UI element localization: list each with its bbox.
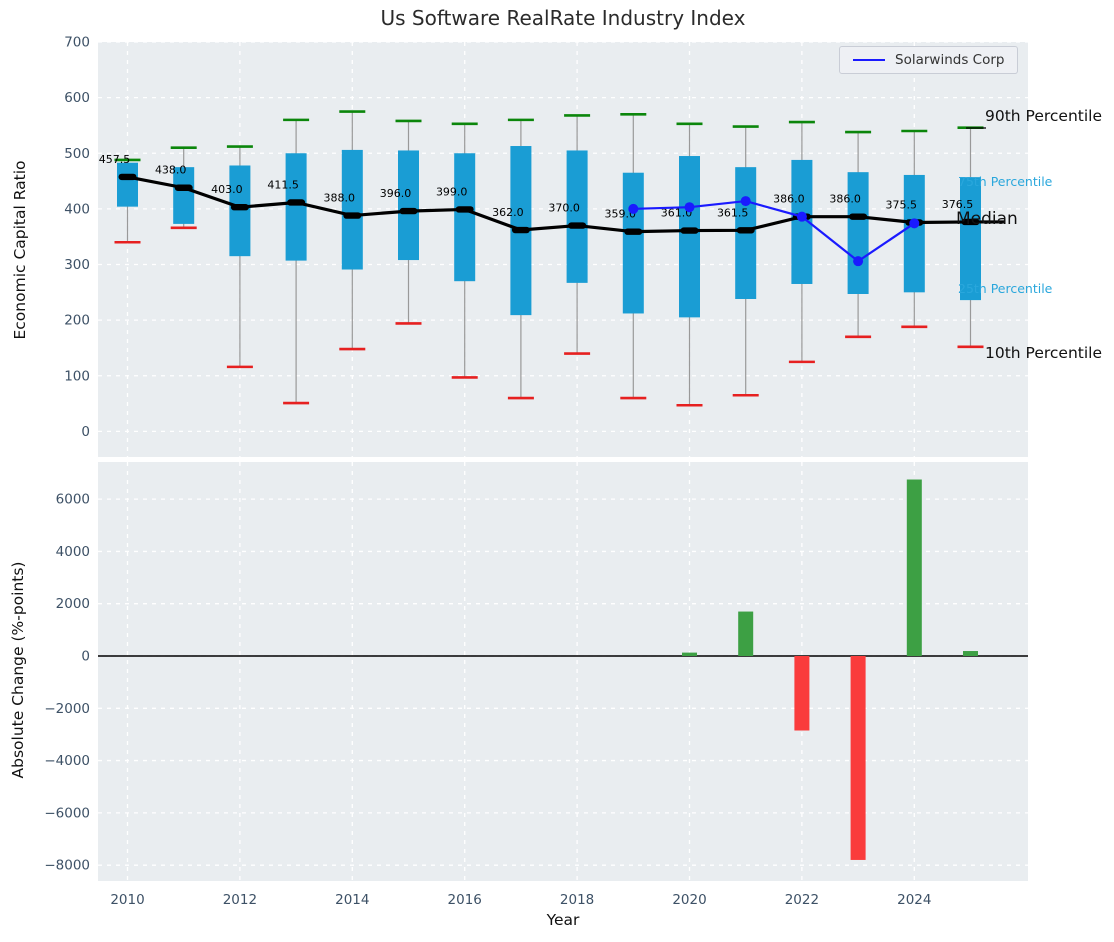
top-plot-area xyxy=(98,42,1028,457)
median-value-label-2014: 388.0 xyxy=(324,192,356,205)
change-bar-2025 xyxy=(963,651,978,656)
bottom-y-tick-1: 4000 xyxy=(56,544,90,560)
top-y-tick-700: 700 xyxy=(64,34,90,50)
median-value-label-2016: 399.0 xyxy=(436,185,468,198)
median-value-label-2018: 370.0 xyxy=(548,202,580,215)
solarwinds-line-swatch xyxy=(853,59,885,61)
x-tick-2024: 2024 xyxy=(897,892,931,908)
top-y-axis-label: Economic Capital Ratio xyxy=(11,160,29,340)
change-bar-2020 xyxy=(682,652,697,656)
solarwinds-marker-2021 xyxy=(740,196,751,207)
median-marker-2016 xyxy=(455,206,474,213)
solarwinds-marker-2020 xyxy=(684,202,695,213)
median-value-label-2020: 361.0 xyxy=(661,207,693,220)
bottom-plot-area xyxy=(98,462,1028,881)
median-value-label-2012: 403.0 xyxy=(211,183,243,196)
top-y-tick-500: 500 xyxy=(64,146,90,162)
iqr-box-2022 xyxy=(791,159,813,284)
change-bar-2021 xyxy=(738,611,754,656)
iqr-box-2013 xyxy=(285,153,307,261)
bottom-y-tick-6: −6000 xyxy=(44,805,90,821)
top-y-tick-100: 100 xyxy=(64,368,90,384)
median-value-label-2019: 359.0 xyxy=(605,208,637,221)
iqr-box-2010 xyxy=(117,162,138,207)
median-value-label-2011: 438.0 xyxy=(155,164,187,177)
median-value-label-2024: 375.5 xyxy=(886,199,918,212)
annotation-10th-percentile: 10th Percentile xyxy=(985,344,1103,362)
median-marker-2023 xyxy=(849,213,868,220)
iqr-box-2014 xyxy=(341,149,363,270)
change-bar-2023 xyxy=(850,656,866,860)
median-marker-2013 xyxy=(287,199,306,206)
solarwinds-marker-2023 xyxy=(853,256,864,267)
legend-label: Solarwinds Corp xyxy=(895,52,1005,68)
median-line xyxy=(127,175,971,234)
median-value-label-2025: 376.5 xyxy=(942,198,974,211)
bottom-y-tick-4: −2000 xyxy=(44,701,90,717)
median-value-label-2015: 396.0 xyxy=(380,187,412,200)
solarwinds-line xyxy=(633,199,915,263)
median-value-label-2010: 457.5 xyxy=(99,153,131,166)
median-value-label-2021: 361.5 xyxy=(717,206,749,219)
bottom-y-tick-7: −8000 xyxy=(44,858,90,874)
top-y-tick-200: 200 xyxy=(64,313,90,329)
median-marker-2012 xyxy=(230,204,249,211)
top-y-tick-600: 600 xyxy=(64,90,90,106)
iqr-box-2016 xyxy=(454,153,476,282)
top-y-tick-300: 300 xyxy=(64,257,90,273)
iqr-box-2012 xyxy=(229,165,251,257)
bottom-y-tick-2: 2000 xyxy=(56,596,90,612)
x-axis-label: Year xyxy=(546,911,580,929)
annotation-25th-percentile: 25th Percentile xyxy=(958,281,1053,296)
median-marker-2020 xyxy=(680,227,699,234)
iqr-box-2025 xyxy=(960,177,981,301)
annotation-90th-percentile: 90th Percentile xyxy=(985,107,1103,125)
median-marker-2010 xyxy=(118,173,137,181)
bottom-y-tick-5: −4000 xyxy=(44,753,90,769)
iqr-box-2011 xyxy=(173,167,195,224)
median-value-label-2017: 362.0 xyxy=(492,206,524,219)
iqr-box-2019 xyxy=(622,172,644,314)
median-marker-2011 xyxy=(174,184,193,191)
x-tick-2016: 2016 xyxy=(448,892,482,908)
solarwinds-marker-2019 xyxy=(628,203,639,214)
annotation-median: Median xyxy=(956,209,1018,229)
chart-title: Us Software RealRate Industry Index xyxy=(380,6,746,30)
median-marker-2021 xyxy=(736,227,755,234)
change-bar-2024 xyxy=(906,479,922,656)
x-tick-2012: 2012 xyxy=(223,892,257,908)
top-y-tick-400: 400 xyxy=(64,201,90,217)
x-tick-2014: 2014 xyxy=(335,892,369,908)
bottom-y-tick-0: 6000 xyxy=(56,492,90,508)
median-marker-2025 xyxy=(961,218,980,226)
median-marker-2018 xyxy=(568,222,587,229)
median-value-label-2013: 411.5 xyxy=(267,178,299,191)
x-tick-2018: 2018 xyxy=(560,892,594,908)
change-bar-2022 xyxy=(794,656,810,731)
bottom-y-axis-label: Absolute Change (%-points) xyxy=(9,561,27,779)
iqr-box-2018 xyxy=(566,150,588,283)
iqr-box-2023 xyxy=(847,172,869,294)
median-value-label-2022: 386.0 xyxy=(773,193,805,206)
x-tick-2020: 2020 xyxy=(672,892,706,908)
x-tick-2010: 2010 xyxy=(110,892,144,908)
solarwinds-marker-2022 xyxy=(796,211,807,222)
median-marker-2014 xyxy=(343,212,362,219)
x-tick-2022: 2022 xyxy=(785,892,819,908)
median-value-label-2023: 386.0 xyxy=(829,193,861,206)
top-y-tick-0: 0 xyxy=(81,424,90,440)
solarwinds-marker-2024 xyxy=(909,218,920,229)
legend: Solarwinds Corp xyxy=(839,46,1019,74)
median-marker-2015 xyxy=(399,207,418,215)
iqr-box-2020 xyxy=(679,156,700,318)
annotation-75th-percentile: 75th Percentile xyxy=(958,174,1053,189)
bottom-y-tick-3: 0 xyxy=(81,649,90,665)
iqr-box-2024 xyxy=(903,174,925,293)
median-marker-2019 xyxy=(624,228,643,235)
median-marker-2017 xyxy=(511,226,530,234)
iqr-box-2015 xyxy=(398,150,419,261)
